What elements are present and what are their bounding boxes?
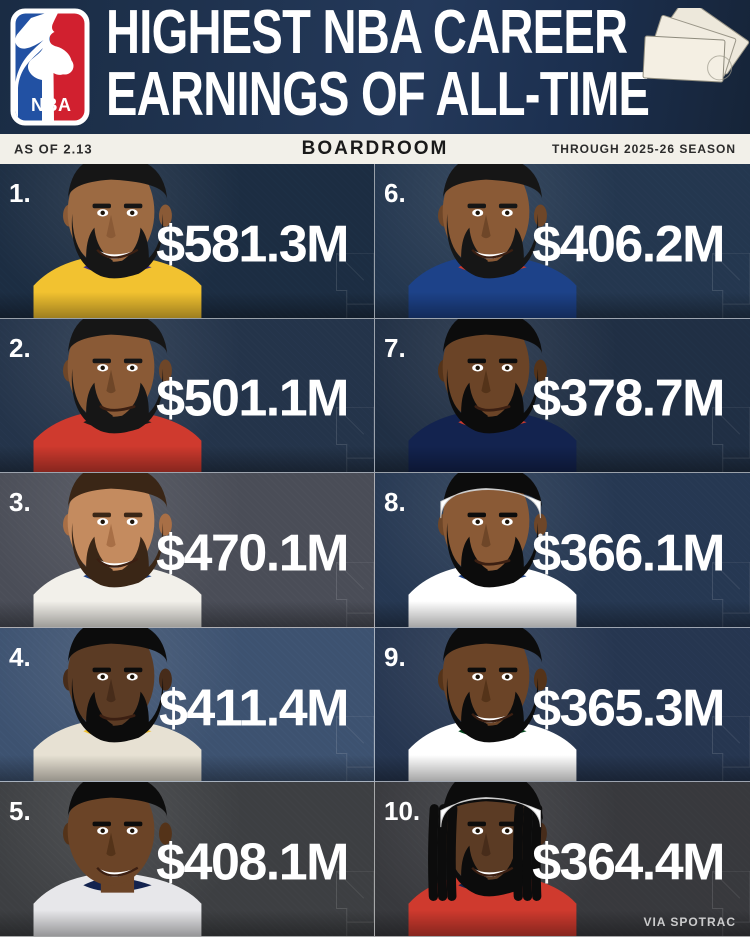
svg-text:NBA: NBA <box>31 95 72 115</box>
